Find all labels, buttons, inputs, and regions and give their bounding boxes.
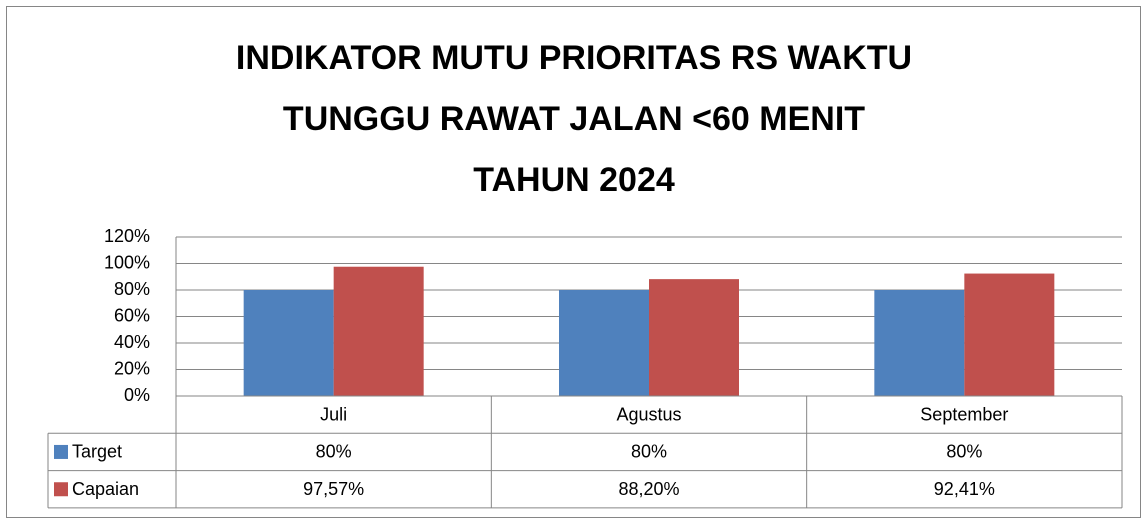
chart-title: INDIKATOR MUTU PRIORITAS RS WAKTU TUNGGU… — [235, 39, 913, 199]
y-tick-label: 20% — [114, 358, 150, 378]
table-cell: 92,41% — [934, 479, 995, 499]
bar — [649, 279, 739, 396]
table-cell: 80% — [316, 442, 352, 462]
x-tick-label: Agustus — [616, 404, 681, 424]
legend-swatch — [54, 444, 68, 459]
table-cell: 97,57% — [303, 479, 364, 499]
table-cell: 88,20% — [618, 479, 679, 499]
legend-label: Target — [72, 442, 122, 462]
x-tick-label: Juli — [320, 404, 347, 424]
y-tick-label: 100% — [104, 252, 150, 272]
table-cell: 80% — [631, 442, 667, 462]
bar — [559, 290, 649, 396]
chart-border — [6, 6, 1141, 518]
y-tick-label: 0% — [124, 385, 150, 405]
legend-swatch — [54, 482, 68, 497]
x-tick-label: September — [920, 404, 1008, 424]
table-cell: 80% — [946, 442, 982, 462]
y-tick-label: 120% — [104, 226, 150, 246]
legend-label: Capaian — [72, 479, 139, 499]
bar — [874, 290, 965, 396]
y-tick-label: 80% — [114, 279, 150, 299]
bar — [964, 273, 1055, 396]
bar — [333, 266, 424, 396]
bar — [243, 290, 334, 396]
y-tick-label: 60% — [114, 305, 150, 325]
y-tick-label: 40% — [114, 332, 150, 352]
